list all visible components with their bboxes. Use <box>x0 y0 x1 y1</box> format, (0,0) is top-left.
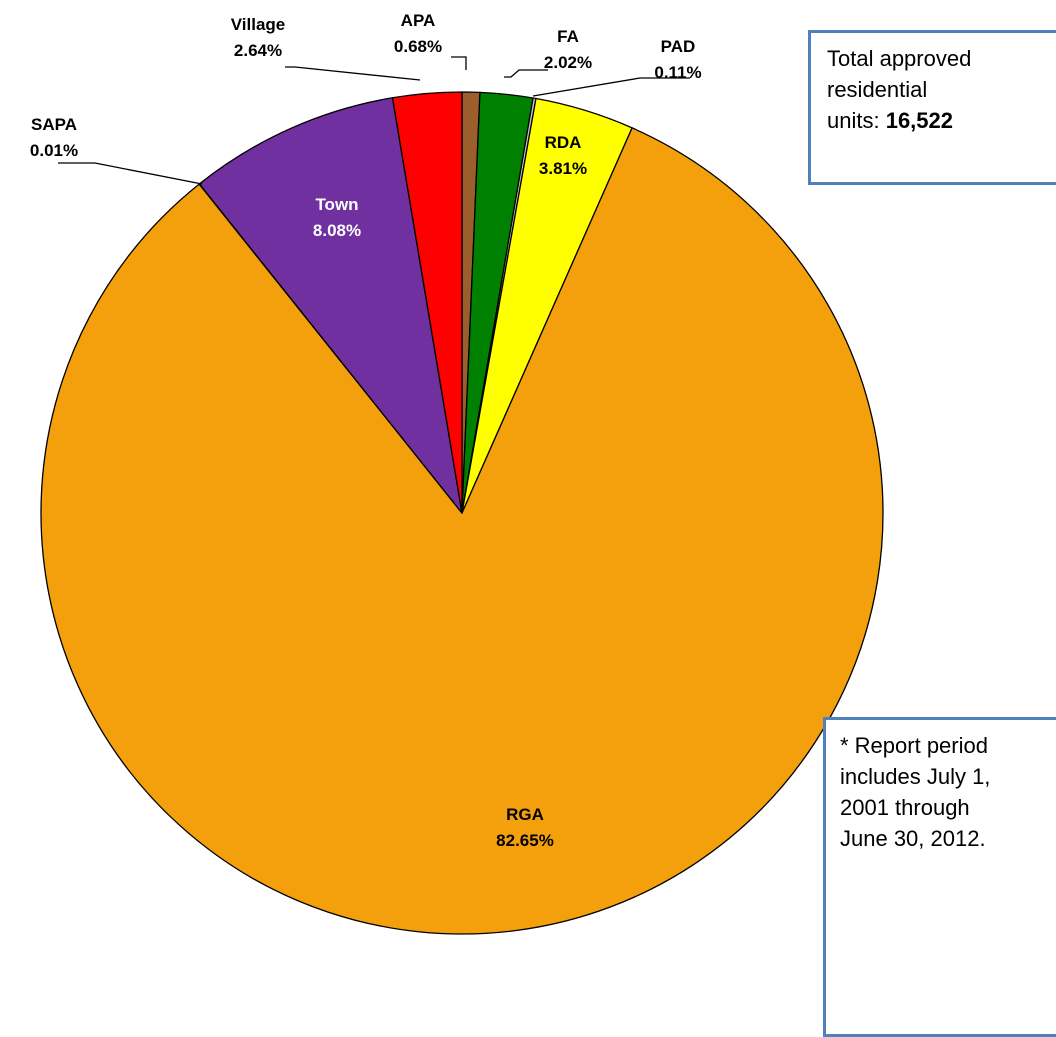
total-prefix: units: <box>827 108 886 133</box>
slice-name-apa: APA <box>401 11 436 30</box>
leader-line-sapa <box>58 162 203 185</box>
slice-pct-rga: 82.65% <box>496 831 554 850</box>
slice-name-pad: PAD <box>661 37 696 56</box>
slice-labels: APA 0.68% FA 2.02% PAD 0.11% RDA 3.81% RGA 82.65%… <box>30 11 702 850</box>
note-line-3: 2001 through <box>840 795 970 820</box>
leader-line-fa <box>504 69 548 78</box>
slice-pct-sapa: 0.01% <box>30 141 78 160</box>
slice-label-village: Village 2.64% <box>231 15 286 60</box>
slice-name-fa: FA <box>557 27 579 46</box>
slice-pct-town: 8.08% <box>313 221 361 240</box>
slice-pct-rda: 3.81% <box>539 159 587 178</box>
note-line-4: June 30, 2012. <box>840 826 986 851</box>
slice-pct-fa: 2.02% <box>544 53 592 72</box>
total-value: 16,522 <box>885 108 953 133</box>
slice-label-town: Town 8.08% <box>313 195 361 240</box>
slice-name-village: Village <box>231 15 286 34</box>
slice-label-sapa: SAPA 0.01% <box>30 115 78 160</box>
total-units-box: Total approved residential units: 16,522 <box>808 30 1056 185</box>
pie-slices <box>40 91 884 935</box>
slice-pct-village: 2.64% <box>234 41 282 60</box>
leader-line-village <box>285 66 421 81</box>
slice-name-sapa: SAPA <box>31 115 77 134</box>
slice-pct-apa: 0.68% <box>394 37 442 56</box>
leader-line-pad <box>532 77 690 97</box>
slice-name-town: Town <box>315 195 358 214</box>
pie-slice-village <box>391 91 463 514</box>
leader-lines <box>58 56 690 185</box>
total-line-2: residential <box>827 77 928 102</box>
total-line-1: Total approved <box>827 46 972 71</box>
slice-label-pad: PAD 0.11% <box>654 37 701 82</box>
slice-label-fa: FA 2.02% <box>544 27 592 72</box>
slice-name-rga: RGA <box>506 805 544 824</box>
pie-slice-town <box>198 97 463 514</box>
slice-label-apa: APA 0.68% <box>394 11 442 56</box>
note-line-1: * Report period <box>840 733 988 758</box>
note-line-2: includes July 1, <box>840 764 991 789</box>
slice-label-rga: RGA 82.65% <box>496 805 554 850</box>
slice-pct-pad: 0.11% <box>654 63 701 82</box>
total-line-3: units: 16,522 <box>827 105 1049 136</box>
slice-name-rda: RDA <box>545 133 582 152</box>
pie-slice-rga <box>40 127 884 935</box>
slice-label-rda: RDA 3.81% <box>539 133 587 178</box>
report-period-note: * Report period includes July 1, 2001 th… <box>823 717 1056 1037</box>
leader-line-apa <box>451 56 467 70</box>
